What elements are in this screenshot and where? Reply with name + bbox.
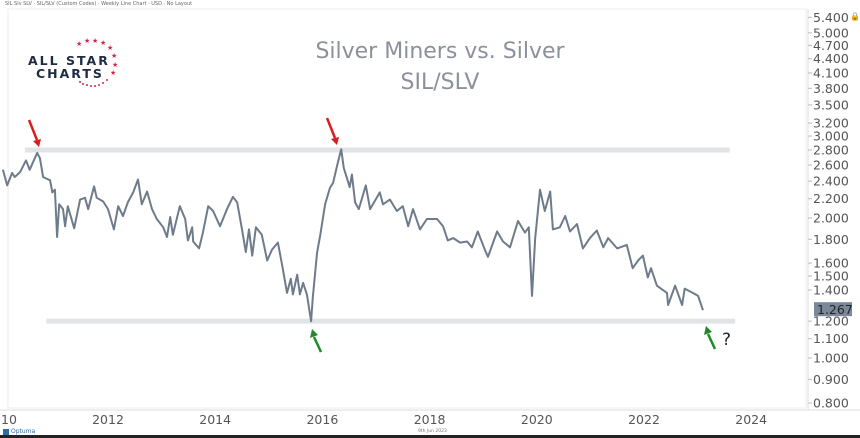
y-tick-label: 3.500	[813, 97, 849, 112]
lock-icon[interactable]: 🔒	[850, 12, 860, 21]
all-star-charts-logo: ★ ★ ★ ★ ★ ★ ★ ★ ALL STAR CHARTS	[24, 36, 124, 88]
y-tick-label: 3.200	[813, 116, 849, 131]
svg-text:★: ★	[100, 39, 106, 47]
y-tick-label: 1.200	[813, 314, 849, 329]
logo-line1: ALL STAR	[28, 53, 110, 68]
y-tick-label: 1.000	[813, 350, 849, 365]
svg-text:★: ★	[112, 61, 118, 69]
y-tick-label: 1.800	[813, 232, 849, 247]
green-arrow-2023-bottom	[704, 326, 717, 350]
y-tick-label: 5.000	[813, 25, 849, 40]
bottom-bar	[0, 435, 860, 438]
svg-text:★: ★	[111, 52, 117, 60]
y-tick-label: 1.100	[813, 331, 849, 346]
x-tick-label: 2022	[628, 412, 660, 427]
y-tick-label: 3.000	[813, 129, 849, 144]
optuma-brand-text: Optuma	[11, 428, 36, 435]
x-tick-label: 2024	[735, 412, 767, 427]
chart-header: SIL Slv SLV · SIL/SLV (Custom Codes) · W…	[5, 1, 193, 7]
plot-area	[7, 8, 807, 409]
optuma-brand: Optuma	[3, 428, 35, 435]
y-tick-label: 1.500	[813, 269, 849, 284]
logo-stars-icon: ★ ★ ★ ★★★ ★★	[76, 37, 118, 87]
svg-text:★: ★	[110, 69, 116, 77]
svg-text:★: ★	[92, 37, 98, 45]
x-tick-label: 2014	[199, 412, 231, 427]
x-tick-label: 2016	[306, 412, 338, 427]
svg-text:★: ★	[76, 40, 82, 48]
y-tick-label: 5.400	[813, 10, 849, 25]
y-tick-label: 2.800	[813, 143, 849, 158]
x-tick-label: 2018	[414, 412, 446, 427]
series-line	[1, 148, 704, 323]
x-tick-label: 2020	[521, 412, 553, 427]
last-value-text: 1.267	[817, 302, 853, 317]
chart-title: Silver Miners vs. Silver	[315, 39, 565, 64]
y-tick-label: 1.600	[813, 256, 849, 271]
y-tick-label: 4.700	[813, 38, 849, 53]
question-mark: ?	[722, 330, 731, 350]
y-tick-label: 1.400	[813, 283, 849, 298]
chart-subtitle: SIL/SLV	[401, 70, 480, 95]
y-tick-label: 4.100	[813, 65, 849, 80]
svg-text:★: ★	[84, 37, 90, 45]
y-tick-label: 4.400	[813, 51, 849, 66]
y-tick-label: 2.600	[813, 157, 849, 172]
svg-text:★: ★	[107, 44, 113, 52]
red-arrow-2016-top	[325, 117, 339, 145]
y-tick-label: 0.800	[813, 396, 849, 411]
logo-line2: CHARTS	[36, 66, 104, 81]
last-value-label: 1.267	[814, 302, 853, 317]
x-tick-label: 10	[1, 412, 17, 427]
y-tick-label: 0.900	[813, 372, 849, 387]
optuma-logo-icon	[3, 428, 9, 435]
y-tick-label: 2.200	[813, 191, 849, 206]
green-arrow-2016-bottom	[310, 329, 323, 353]
y-tick-label: 2.400	[813, 174, 849, 189]
y-tick-label: 3.800	[813, 81, 849, 96]
y-tick-label: 2.000	[813, 210, 849, 225]
x-tick-label: 2012	[92, 412, 124, 427]
footer-date: 9th Jun 2023	[418, 429, 447, 434]
red-arrow-2010-top	[27, 119, 41, 147]
